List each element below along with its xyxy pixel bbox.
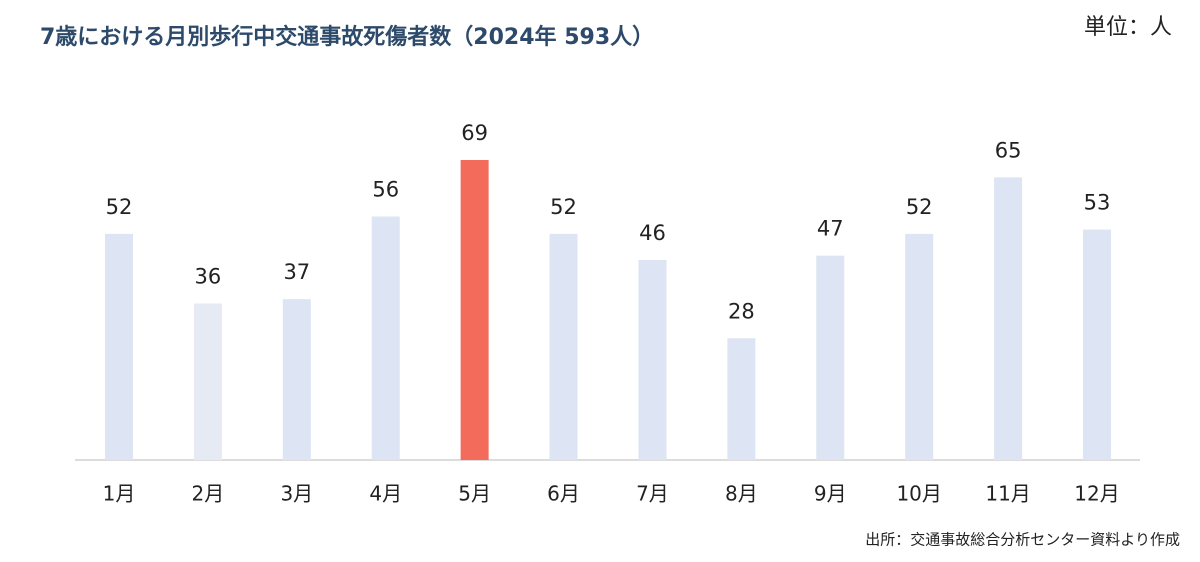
data-label: 53 [1084,191,1111,215]
x-tick-label: 11月 [985,482,1030,506]
data-label: 65 [995,138,1022,162]
x-tick-label: 9月 [814,482,847,506]
bar [1083,229,1111,460]
bar [638,260,667,460]
x-tick-label: 1月 [103,482,136,506]
data-label: 37 [283,260,310,284]
data-label: 36 [195,264,222,288]
data-label: 52 [550,195,577,219]
data-label: 47 [817,217,844,241]
x-tick-label: 7月 [636,482,669,506]
source-note: 出所：交通事故総合分析センター資料より作成 [865,531,1180,549]
bar [371,216,400,460]
bar [816,255,845,460]
data-label: 46 [639,221,666,245]
bar [460,160,489,460]
bar [193,303,222,460]
x-tick-label: 10月 [896,482,941,506]
data-label: 52 [106,195,133,219]
unit-label: 単位：人 [1084,15,1172,40]
bar [282,299,311,460]
x-tick-label: 2月 [192,482,225,506]
bar [905,233,934,460]
x-tick-label: 4月 [369,482,402,506]
bar [549,233,578,460]
x-tick-label: 3月 [280,482,313,506]
bar [105,233,133,460]
x-tick-label: 12月 [1074,482,1119,506]
chart-title: 7歳における月別歩行中交通事故死傷者数（2024年 593人） [40,24,654,50]
data-label: 69 [461,121,488,145]
x-tick-label: 5月 [458,482,491,506]
data-label: 28 [728,299,755,323]
x-tick-label: 6月 [547,482,580,506]
x-tick-label: 8月 [725,482,758,506]
data-label: 52 [906,195,933,219]
bar [727,338,756,460]
bar [994,177,1023,461]
data-label: 56 [372,178,399,202]
